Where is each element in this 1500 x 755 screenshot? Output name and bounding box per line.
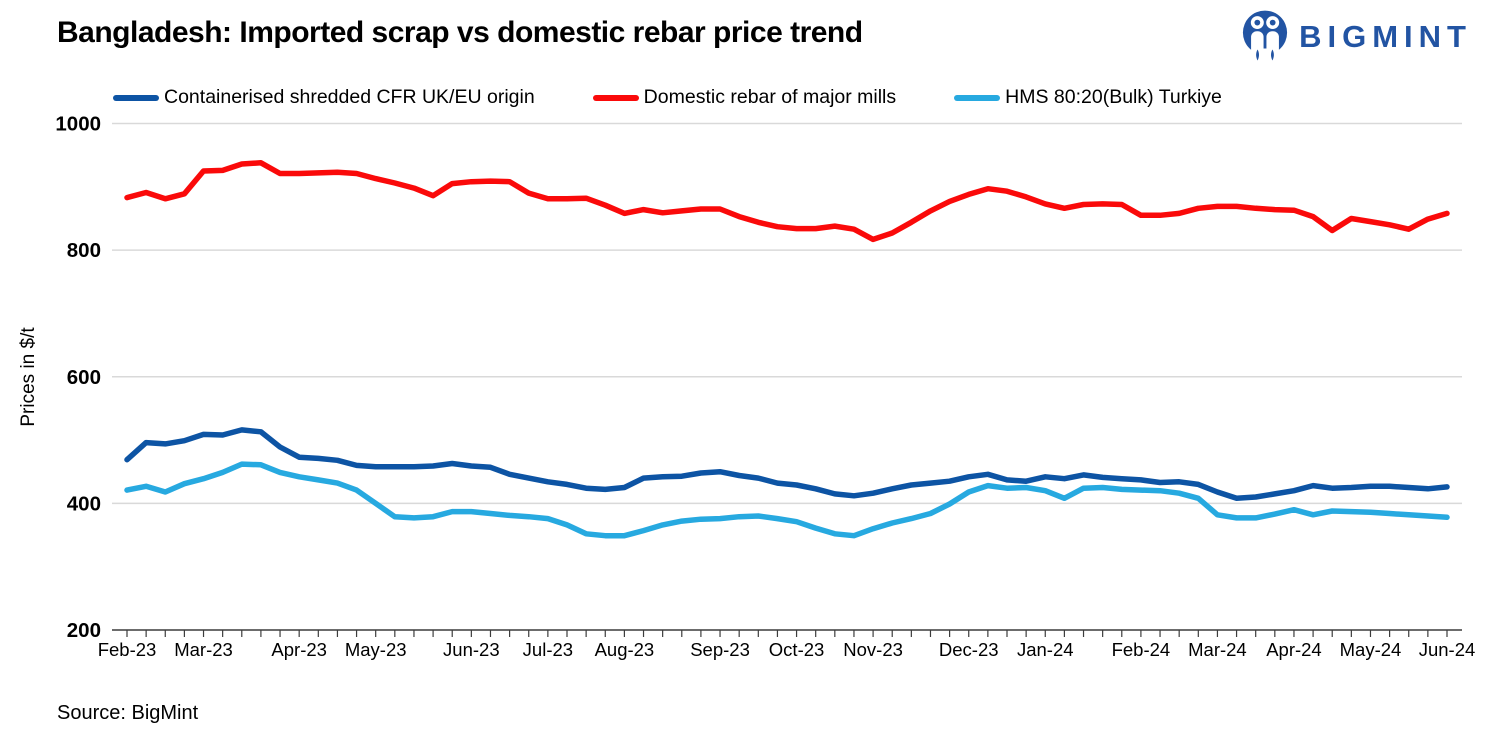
x-tick-label-Nov-23: Nov-23: [843, 639, 903, 660]
x-tick-label-Mar-24: Mar-24: [1188, 639, 1247, 660]
legend-item-0: Containerised shredded CFR UK/EU origin: [113, 86, 535, 109]
x-tick-label-May-24: May-24: [1340, 639, 1402, 660]
x-tick-label-Jan-24: Jan-24: [1017, 639, 1074, 660]
legend-item-1: Domestic rebar of major mills: [592, 86, 897, 109]
legend-label-2: HMS 80:20(Bulk) Turkiye: [1005, 86, 1222, 108]
y-tick-label-1000: 1000: [55, 113, 101, 136]
legend-label-1: Domestic rebar of major mills: [643, 86, 897, 108]
series-line-2: [124, 461, 1450, 539]
x-tick-label-Jun-23: Jun-23: [443, 639, 500, 660]
y-tick-label-600: 600: [67, 366, 101, 389]
legend-swatch-2: [954, 94, 1001, 101]
x-tick-label-Feb-23: Feb-23: [98, 639, 157, 660]
x-tick-label-Mar-23: Mar-23: [174, 639, 233, 660]
x-tick-label-Jun-24: Jun-24: [1419, 639, 1476, 660]
y-tick-label-800: 800: [67, 239, 101, 262]
page-title: Bangladesh: Imported scrap vs domestic r…: [57, 16, 863, 49]
legend-label-0: Containerised shredded CFR UK/EU origin: [164, 86, 535, 108]
x-tick-label-Aug-23: Aug-23: [595, 639, 655, 660]
legend-item-2: HMS 80:20(Bulk) Turkiye: [954, 86, 1222, 109]
legend-swatch-0: [113, 94, 159, 101]
x-tick-label-Oct-23: Oct-23: [769, 639, 825, 660]
x-tick-label-May-23: May-23: [345, 639, 407, 660]
y-axis-label: Prices in $/t: [18, 327, 39, 427]
x-tick-label-Feb-24: Feb-24: [1112, 639, 1171, 660]
y-tick-label-400: 400: [67, 492, 101, 515]
bigmint-logo: BIGMINT: [1241, 10, 1472, 63]
source-note: Source: BigMint: [57, 702, 199, 724]
series-line-0: [124, 427, 1450, 502]
x-tick-label-Apr-24: Apr-24: [1266, 639, 1322, 660]
chart-legend: Containerised shredded CFR UK/EU origin D…: [113, 86, 1222, 109]
x-tick-label-Dec-23: Dec-23: [939, 639, 999, 660]
x-tick-label-Jul-23: Jul-23: [523, 639, 573, 660]
bigmint-logo-text: BIGMINT: [1299, 18, 1472, 54]
bigmint-logo-icon: [1243, 10, 1288, 61]
series-line-1: [124, 160, 1450, 243]
y-tick-label-200: 200: [67, 619, 101, 642]
x-tick-label-Apr-23: Apr-23: [271, 639, 327, 660]
legend-swatch-1: [592, 94, 639, 101]
x-tick-label-Sep-23: Sep-23: [690, 639, 750, 660]
